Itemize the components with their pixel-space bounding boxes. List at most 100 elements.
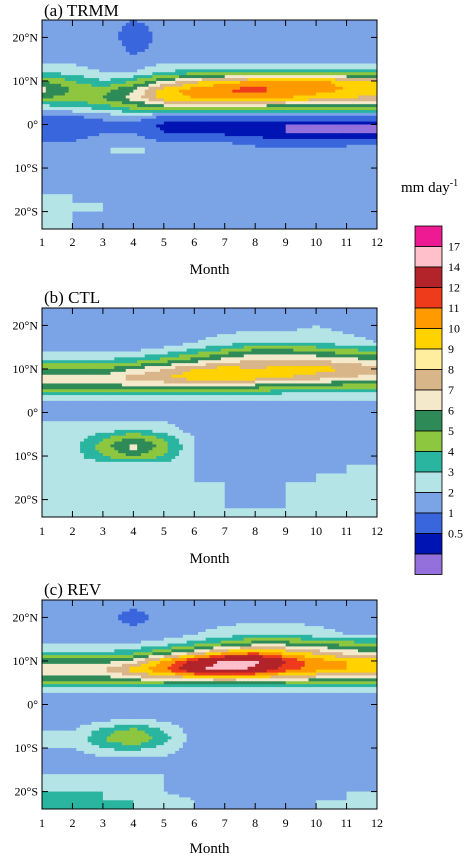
contour-cell: [118, 150, 123, 155]
contour-cell: [342, 31, 348, 36]
contour-cell: [42, 66, 47, 70]
contour-cell: [281, 133, 287, 137]
contour-cell: [274, 170, 279, 175]
contour-cell: [137, 130, 142, 134]
contour-cell: [190, 173, 195, 178]
contour-cell: [300, 141, 306, 146]
contour-cell: [281, 168, 287, 172]
contour-cell: [361, 22, 367, 27]
contour-cell: [338, 139, 344, 143]
contour-cell: [357, 118, 363, 123]
contour-cell: [289, 112, 294, 117]
contour-cell: [72, 176, 77, 181]
contour-cell: [319, 66, 325, 70]
contour-cell: [365, 80, 370, 85]
contour-cell: [209, 75, 214, 79]
contour-cell: [243, 69, 249, 73]
contour-cell: [72, 60, 77, 65]
contour-cell: [194, 43, 199, 47]
contour-cell: [152, 37, 157, 41]
contour-cell: [125, 60, 131, 65]
contour-cell: [190, 63, 195, 68]
contour-cell: [281, 34, 287, 39]
contour-cell: [243, 141, 249, 146]
contour-cell: [72, 112, 77, 117]
contour-cell: [198, 66, 203, 70]
contour-cell: [125, 43, 131, 47]
contour-cell: [114, 118, 119, 123]
contour-cell: [297, 86, 302, 91]
contour-cell: [213, 78, 218, 82]
contour-cell: [57, 43, 62, 47]
contour-cell: [239, 72, 245, 76]
contour-cell: [137, 182, 142, 187]
contour-cell: [354, 139, 359, 143]
contour-cell: [148, 130, 153, 134]
contour-cell: [99, 83, 104, 88]
contour-cell: [293, 75, 298, 79]
contour-cell: [220, 37, 226, 41]
contour-cell: [137, 28, 142, 33]
contour-cell: [316, 121, 321, 126]
contour-cell: [57, 133, 62, 137]
contour-cell: [304, 34, 310, 39]
contour-cell: [323, 179, 329, 184]
contour-cell: [361, 144, 367, 149]
contour-cell: [95, 57, 100, 62]
contour-cell: [64, 109, 70, 114]
contour-cell: [236, 51, 241, 56]
contour-cell: [361, 124, 367, 128]
contour-cell: [239, 109, 245, 114]
contour-cell: [331, 51, 336, 56]
contour-cell: [175, 112, 180, 117]
contour-cell: [335, 124, 340, 128]
contour-cell: [110, 89, 115, 94]
contour-cell: [304, 165, 310, 169]
contour-cell: [213, 46, 218, 50]
contour-cell: [262, 182, 268, 187]
contour-cell: [76, 72, 81, 76]
contour-cell: [338, 54, 344, 59]
contour-cell: [262, 179, 268, 184]
contour-cell: [72, 28, 77, 33]
contour-cell: [323, 25, 329, 30]
contour-cell: [167, 46, 173, 50]
contour-cell: [247, 109, 252, 114]
contour-cell: [205, 173, 211, 178]
contour-cell: [228, 31, 233, 36]
contour-cell: [64, 168, 70, 172]
contour-cell: [137, 66, 142, 70]
contour-cell: [106, 173, 112, 178]
contour-cell: [121, 179, 127, 184]
contour-cell: [110, 80, 115, 85]
contour-cell: [213, 80, 218, 85]
contour-cell: [205, 159, 211, 163]
contour-cell: [239, 40, 245, 44]
contour-cell: [228, 43, 233, 47]
contour-cell: [64, 66, 70, 70]
contour-cell: [182, 51, 188, 56]
contour-cell: [338, 150, 344, 155]
contour-cell: [346, 78, 351, 82]
contour-cell: [335, 60, 340, 65]
contour-cell: [232, 86, 237, 91]
contour-cell: [125, 136, 131, 140]
contour-cell: [373, 136, 377, 140]
contour-cell: [293, 153, 298, 158]
contour-cell: [350, 51, 355, 56]
contour-cell: [118, 118, 123, 123]
contour-cell: [258, 60, 264, 65]
contour-cell: [312, 89, 317, 94]
contour-cell: [373, 57, 377, 62]
contour-cell: [186, 150, 192, 155]
contour-cell: [186, 89, 192, 94]
contour-cell: [198, 92, 203, 97]
contour-cell: [270, 107, 275, 111]
contour-cell: [346, 86, 351, 91]
contour-cell: [357, 75, 363, 79]
contour-cell: [205, 83, 211, 88]
contour-cell: [300, 31, 306, 36]
contour-cell: [220, 69, 226, 73]
contour-cell: [281, 78, 287, 82]
contour-cell: [133, 107, 138, 111]
